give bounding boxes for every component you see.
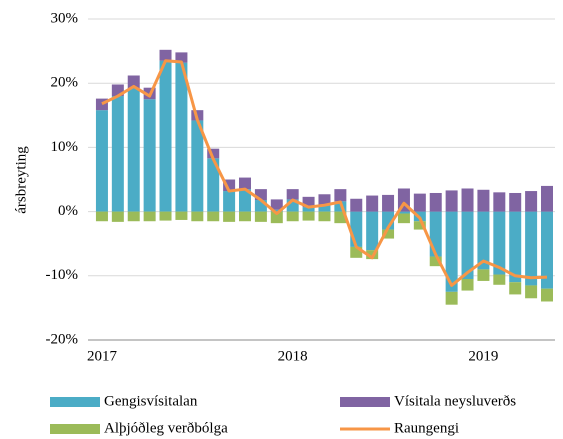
- bar: [111, 211, 124, 222]
- bar: [159, 60, 172, 212]
- bar: [461, 279, 474, 291]
- bar: [239, 177, 251, 190]
- bar: [509, 211, 522, 283]
- bar: [111, 96, 124, 212]
- y-tick-label: 30%: [51, 10, 79, 26]
- bar: [207, 158, 220, 212]
- bar: [509, 192, 522, 212]
- bar: [350, 198, 363, 212]
- bar: [207, 211, 220, 222]
- bar: [445, 190, 458, 212]
- bar: [493, 192, 506, 212]
- bar: [477, 269, 490, 281]
- bar: [445, 211, 458, 292]
- bar: [382, 229, 395, 239]
- bar: [541, 211, 553, 289]
- bar: [445, 291, 458, 305]
- legend-label: Raungengi: [394, 420, 459, 436]
- bar: [223, 211, 236, 222]
- bar: [429, 211, 442, 257]
- y-tick-label: -20%: [46, 331, 79, 347]
- y-tick-label: 20%: [51, 75, 79, 91]
- bar: [95, 110, 108, 212]
- bar: [95, 211, 108, 222]
- bar: [509, 282, 522, 295]
- bar: [350, 211, 363, 247]
- bar: [127, 88, 140, 212]
- bar: [350, 246, 363, 258]
- x-tick-label: 2018: [278, 348, 308, 364]
- bar: [143, 211, 156, 222]
- bar: [477, 189, 490, 212]
- bar: [397, 211, 410, 214]
- legend-swatch: [50, 397, 100, 407]
- bar: [239, 189, 251, 212]
- legend-swatch: [340, 397, 390, 407]
- y-tick-label: 0%: [58, 203, 78, 219]
- bar: [413, 221, 426, 230]
- bar: [270, 199, 283, 210]
- legend-label: Vísitala neysluverðs: [394, 393, 516, 409]
- bar: [127, 75, 140, 89]
- bar: [318, 194, 331, 206]
- bar: [382, 194, 395, 212]
- legend-swatch: [50, 424, 100, 434]
- bar: [143, 99, 156, 212]
- bar: [461, 188, 474, 212]
- bar: [127, 211, 140, 222]
- y-tick-label: -10%: [46, 267, 79, 283]
- bar: [429, 192, 442, 212]
- bar: [191, 120, 204, 212]
- bar: [334, 189, 347, 202]
- bar: [270, 209, 283, 212]
- y-axis-label: ársbreyting: [13, 146, 29, 214]
- x-tick-label: 2017: [87, 348, 118, 364]
- bar: [111, 84, 124, 97]
- bar: [286, 189, 299, 200]
- line: [101, 59, 548, 287]
- y-tick-label: 10%: [51, 139, 79, 155]
- bar: [318, 205, 331, 212]
- bar: [302, 196, 315, 208]
- bar: [270, 211, 283, 224]
- bar: [541, 288, 553, 302]
- bar: [207, 148, 220, 159]
- bar: [254, 200, 267, 212]
- bar: [175, 62, 188, 212]
- bar: [493, 274, 506, 285]
- legend-label: Alþjóðleg verðbólga: [104, 420, 228, 436]
- bar: [318, 211, 331, 222]
- bar: [254, 189, 267, 201]
- bar: [366, 211, 379, 251]
- bar: [159, 211, 172, 221]
- bar: [175, 52, 188, 63]
- bar: [413, 193, 426, 212]
- legend-label: Gengisvísitalan: [104, 393, 198, 409]
- bar: [254, 211, 267, 222]
- bar: [223, 179, 236, 192]
- bar: [525, 191, 538, 212]
- bar: [541, 185, 553, 212]
- bar: [461, 211, 474, 280]
- bar: [286, 211, 299, 222]
- bar: [477, 211, 490, 270]
- bar: [239, 211, 251, 222]
- bar: [429, 256, 442, 267]
- x-tick-label: 2019: [468, 348, 498, 364]
- bar: [302, 211, 315, 221]
- bar: [334, 211, 347, 224]
- bar: [525, 211, 538, 286]
- bar: [191, 211, 204, 222]
- bar: [397, 213, 410, 224]
- bar: [302, 207, 315, 212]
- bar: [175, 211, 188, 220]
- bar: [493, 211, 506, 275]
- bar: [223, 191, 236, 212]
- bar: [95, 98, 108, 111]
- bar: [366, 195, 379, 212]
- bar: [525, 285, 538, 299]
- bar: [159, 49, 172, 61]
